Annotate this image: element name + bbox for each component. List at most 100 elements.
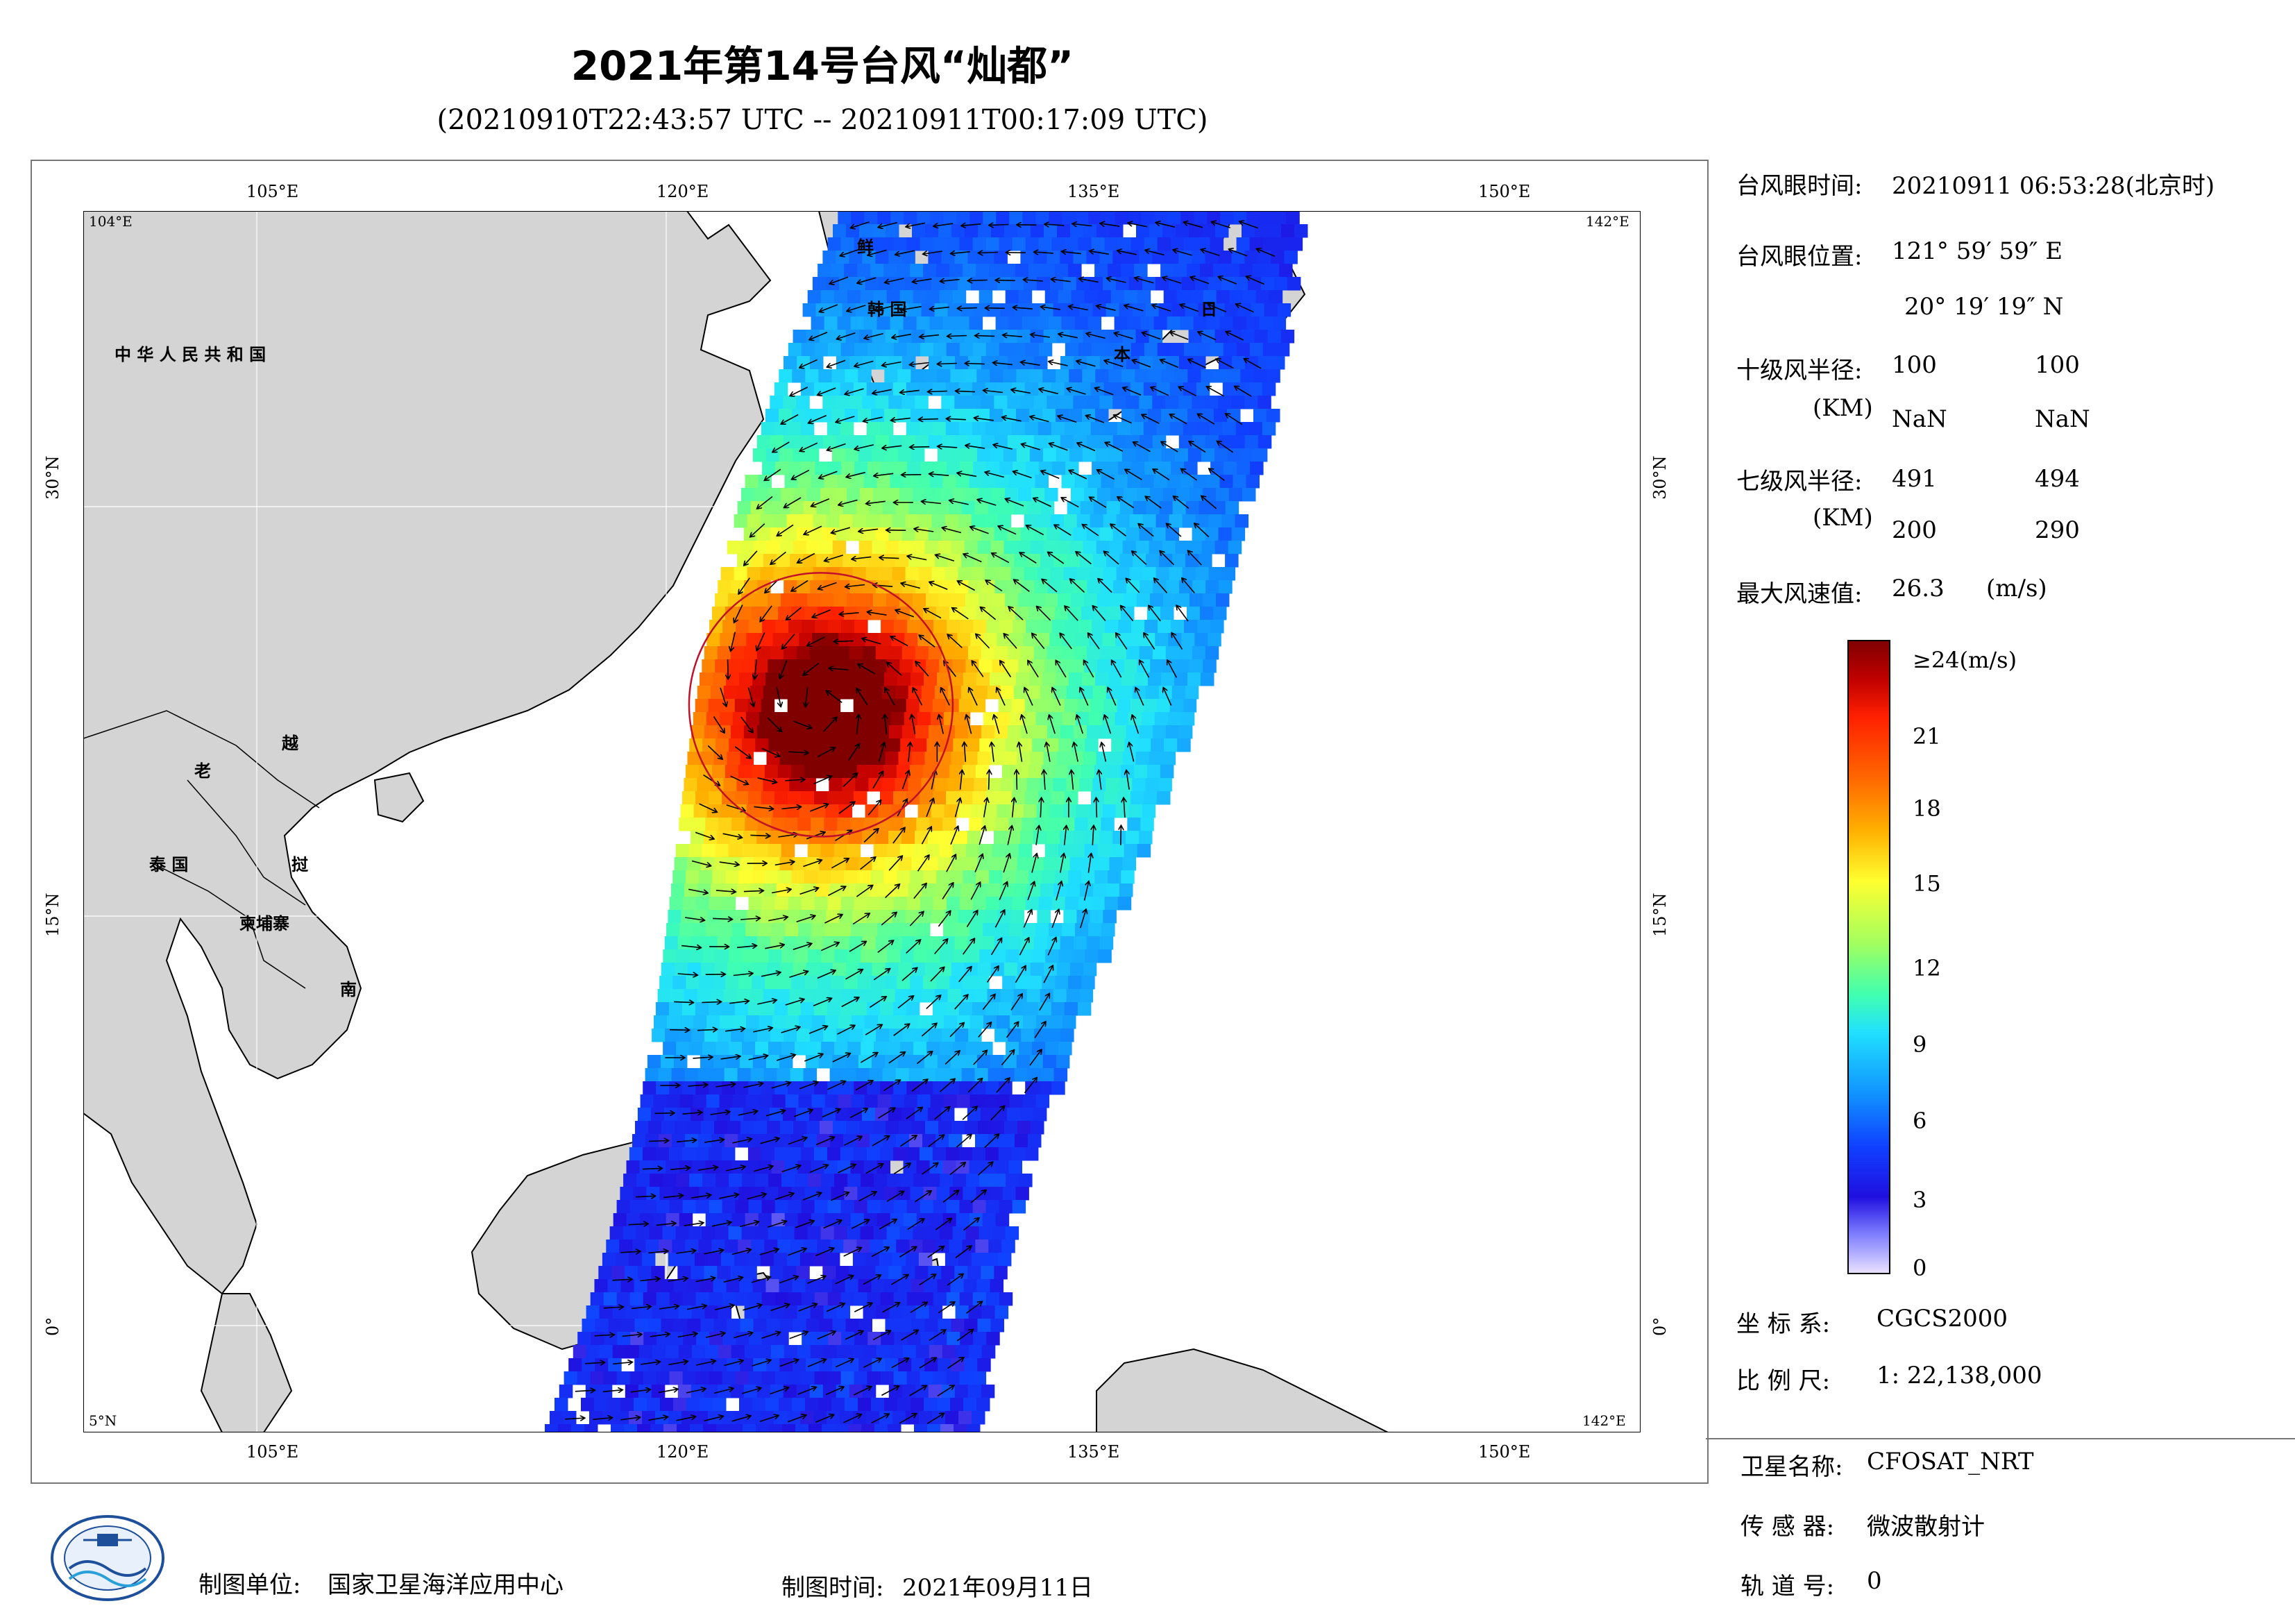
wind-cell — [863, 1305, 877, 1319]
wind-cell — [788, 1371, 802, 1385]
wind-cell — [695, 1411, 709, 1425]
wind-cell — [972, 791, 986, 805]
wind-cell — [720, 633, 734, 647]
wind-cell — [966, 738, 980, 752]
wind-cell — [1012, 382, 1026, 396]
wind-cell — [963, 369, 977, 383]
wind-cell — [810, 356, 824, 370]
wind-cell — [859, 752, 873, 766]
wind-cell — [836, 1029, 850, 1042]
wind-cell — [883, 976, 897, 990]
wind-cell — [1171, 343, 1185, 357]
wind-cell — [765, 1398, 779, 1412]
wind-cell — [963, 1398, 977, 1412]
wind-cell — [666, 1160, 680, 1174]
wind-cell — [1060, 1029, 1074, 1042]
wind-cell — [1135, 448, 1149, 462]
wind-cell — [1171, 462, 1185, 475]
wind-cell — [943, 923, 957, 937]
wind-cell — [815, 897, 829, 911]
wind-cell — [1030, 448, 1044, 462]
wind-cell — [1189, 541, 1203, 555]
wind-cell — [872, 541, 886, 555]
wind-cell — [876, 435, 890, 449]
wind-cell — [951, 1121, 965, 1135]
wind-cell — [661, 963, 675, 976]
wind-cell — [979, 844, 993, 858]
wind-cell — [858, 673, 872, 686]
wind-cell — [668, 1411, 682, 1425]
wind-cell — [810, 725, 824, 739]
wind-cell — [1214, 448, 1228, 462]
wind-cell — [806, 1055, 820, 1069]
wind-cell — [1002, 264, 1016, 278]
wind-cell — [1169, 514, 1183, 528]
wind-cell — [862, 396, 876, 409]
wind-cell — [1102, 712, 1116, 726]
wind-cell — [1106, 883, 1120, 897]
wind-cell — [749, 620, 763, 634]
wind-cell — [907, 1332, 921, 1346]
wind-cell — [686, 765, 700, 779]
wind-cell — [829, 778, 842, 792]
wind-cell — [785, 923, 799, 937]
wind-cell — [933, 1200, 947, 1214]
wind-cell — [1170, 422, 1184, 436]
wind-arrow — [670, 1030, 689, 1031]
wind-cell — [819, 1055, 833, 1069]
wind-cell — [933, 462, 947, 475]
wind-cell — [733, 712, 747, 726]
wind-cell — [1091, 791, 1105, 805]
wind-cell — [685, 1068, 699, 1082]
wind-cell — [720, 1015, 734, 1029]
wind-cell — [1014, 686, 1028, 700]
wind-cell — [890, 818, 904, 831]
wind-cell — [844, 976, 858, 990]
wind-cell — [781, 593, 795, 607]
wind-cell — [1008, 936, 1022, 950]
wind-cell — [793, 857, 807, 871]
wind-cell — [953, 1174, 967, 1187]
wind-cell — [750, 989, 764, 1003]
lon-tick-bottom-150: 150°E — [1478, 1442, 1530, 1462]
wind-cell — [1103, 804, 1117, 818]
wind-cell — [852, 277, 866, 291]
wind-cell — [936, 870, 950, 884]
wind-cell — [798, 475, 812, 489]
wind-cell — [1223, 422, 1237, 436]
wind-cell — [953, 290, 967, 304]
wind-cell — [1078, 699, 1092, 713]
wind-cell — [955, 1385, 969, 1398]
wind-cell — [1055, 264, 1069, 278]
wind-cell — [1033, 831, 1047, 845]
wind-cell — [1038, 1081, 1052, 1095]
wind-cell — [1150, 488, 1164, 502]
wind-cell — [920, 462, 934, 475]
wind-cell — [695, 1147, 709, 1161]
wind-cell — [797, 1345, 811, 1359]
wind-cell — [854, 620, 868, 634]
wind-cell — [831, 1187, 845, 1201]
wind-cell — [802, 1292, 815, 1306]
wind-cell — [758, 1305, 772, 1319]
wind-cell — [983, 1094, 997, 1108]
wind-cell — [632, 1134, 646, 1148]
wind-cell — [877, 1213, 891, 1227]
wind-cell — [1060, 396, 1074, 409]
wind-cell — [1148, 673, 1162, 686]
wind-cell — [1220, 316, 1234, 330]
wind-cell — [1023, 1094, 1037, 1108]
wind-cell — [867, 897, 881, 911]
wind-cell — [1266, 264, 1280, 278]
wind-cell — [670, 1292, 684, 1306]
wind-cell — [742, 1226, 756, 1240]
wind-cell — [679, 818, 693, 831]
wind-cell — [1040, 554, 1054, 568]
wind-cell — [960, 237, 974, 251]
wind-cell — [1189, 659, 1203, 673]
wind-cell — [695, 1002, 709, 1016]
wind-cell — [1038, 791, 1052, 805]
wind-cell — [773, 910, 787, 924]
wind-cell — [786, 804, 800, 818]
wind-cell — [650, 1226, 663, 1240]
